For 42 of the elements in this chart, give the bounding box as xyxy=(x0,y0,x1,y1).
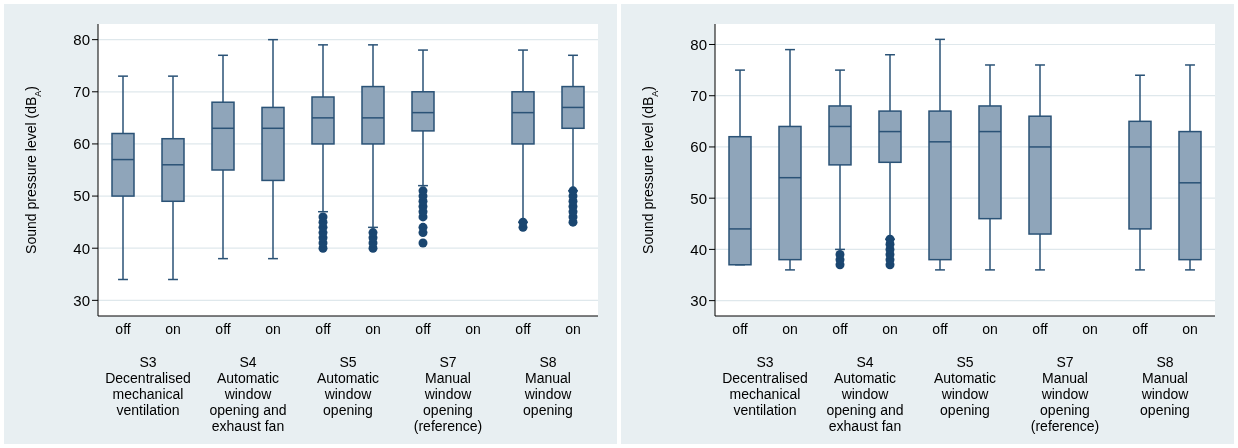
x-tick-label: off xyxy=(215,320,231,337)
y-tick-label: 50 xyxy=(690,189,707,207)
text: S8 Manual window opening xyxy=(1139,354,1191,418)
y-tick-label: 30 xyxy=(690,291,707,309)
y-tick-label: 80 xyxy=(690,35,707,53)
x-tick-label: on xyxy=(1082,320,1098,337)
x-tick-label: off xyxy=(932,320,948,337)
x-tick-label: on xyxy=(365,320,381,337)
y-tick-label: 60 xyxy=(690,138,707,156)
x-tick-label: on xyxy=(165,320,181,337)
text: S5 Automatic window opening xyxy=(315,354,381,418)
x-tick-label: on xyxy=(265,320,281,337)
y-tick-label: 60 xyxy=(73,135,90,153)
x-tick-label: off xyxy=(115,320,131,337)
y-tick-label: 40 xyxy=(690,240,707,258)
text: S3 Decentralised mechanical ventilation xyxy=(104,354,192,418)
text: S7 Manual window opening (reference) xyxy=(412,354,484,434)
text: S5 Automatic window opening xyxy=(932,354,998,418)
x-tick-label: on xyxy=(982,320,998,337)
x-tick-label: off xyxy=(1132,320,1148,337)
x-tick-label: off xyxy=(832,320,848,337)
y-tick-label: 40 xyxy=(73,239,90,257)
x-tick-label: on xyxy=(565,320,581,337)
x-tick-label: on xyxy=(1182,320,1198,337)
x-tick-label: off xyxy=(515,320,531,337)
x-tick-label: off xyxy=(1032,320,1048,337)
x-tick-label: on xyxy=(882,320,898,337)
y-tick-label: 70 xyxy=(73,83,90,101)
x-tick-label: on xyxy=(782,320,798,337)
text: S8 Manual window opening xyxy=(522,354,574,418)
y-tick-label: 50 xyxy=(73,187,90,205)
x-tick-label: off xyxy=(732,320,748,337)
text: S7 Manual window opening (reference) xyxy=(1029,354,1101,434)
text: S3 Decentralised mechanical ventilation xyxy=(721,354,809,418)
x-tick-label: off xyxy=(315,320,331,337)
y-tick-label: 70 xyxy=(690,87,707,105)
text: S4 Automatic window opening and exhaust fan xyxy=(209,354,287,434)
y-tick-label: 80 xyxy=(73,30,90,48)
y-tick-label: 30 xyxy=(73,291,90,309)
x-tick-label: off xyxy=(415,320,431,337)
x-tick-label: on xyxy=(465,320,481,337)
text: S4 Automatic window opening and exhaust fan xyxy=(826,354,904,434)
